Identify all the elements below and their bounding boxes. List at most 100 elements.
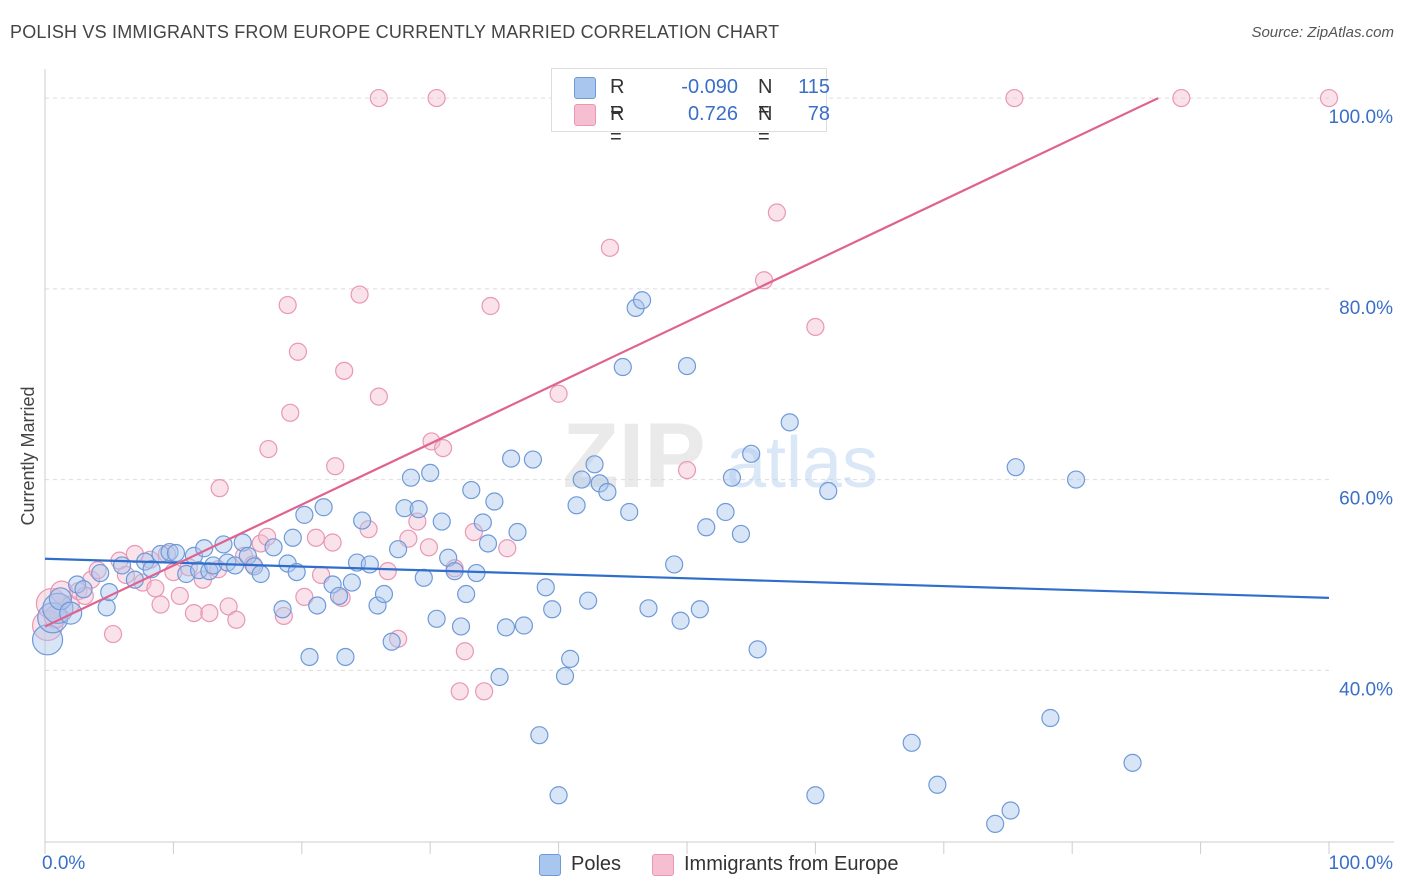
y-tick-label-3: 100.0% bbox=[1329, 107, 1394, 128]
immigrants-point-11 bbox=[116, 565, 135, 585]
poles-point-95 bbox=[722, 468, 742, 487]
y-tick-label-1: 60.0% bbox=[1339, 489, 1393, 510]
poles-point-6 bbox=[74, 580, 93, 599]
immigrants-point-51 bbox=[419, 538, 439, 557]
poles-point-73 bbox=[536, 578, 555, 597]
immigrants-point-19 bbox=[170, 586, 189, 606]
poles-point-93 bbox=[697, 518, 716, 537]
series-immigrants-points bbox=[31, 88, 1339, 701]
poles-point-94 bbox=[716, 502, 735, 522]
r-value: -0.090 bbox=[681, 76, 738, 98]
immigrants-point-44 bbox=[350, 285, 369, 304]
poles-point-31 bbox=[273, 600, 292, 619]
immigrants-point-40 bbox=[323, 533, 342, 552]
immigrants-point-33 bbox=[274, 606, 293, 626]
legend-label: Poles bbox=[571, 853, 622, 875]
poles-point-108 bbox=[1066, 470, 1086, 489]
legend-label: Immigrants from Europe bbox=[684, 853, 899, 875]
n-label: N = bbox=[758, 76, 773, 121]
immigrants-point-58 bbox=[475, 682, 494, 701]
poles-point-75 bbox=[549, 786, 568, 805]
stats-legend: R = -0.090 N = 115 R = 0.726 N = 78 bbox=[551, 68, 830, 148]
immigrants-point-62 bbox=[600, 238, 620, 257]
y-tick-label-2: 80.0% bbox=[1339, 298, 1393, 319]
poles-point-34 bbox=[287, 562, 306, 582]
poles-point-97 bbox=[742, 444, 761, 463]
poles-point-85 bbox=[620, 502, 639, 522]
immigrants-point-27 bbox=[227, 610, 246, 629]
poles-point-50 bbox=[395, 499, 414, 518]
poles-point-59 bbox=[451, 617, 471, 636]
poles-point-61 bbox=[462, 480, 481, 500]
r-label: R = bbox=[610, 76, 625, 121]
poles-point-60 bbox=[457, 584, 476, 604]
series-poles-points bbox=[31, 291, 1142, 833]
immigrants-point-35 bbox=[281, 403, 300, 422]
poles-point-104 bbox=[986, 814, 1005, 833]
source-credit: Source: ZipAtlas.com bbox=[1251, 24, 1394, 41]
immigrants-point-59 bbox=[481, 296, 500, 316]
poles-point-51 bbox=[401, 468, 421, 487]
poles-point-103 bbox=[928, 775, 947, 794]
poles-point-106 bbox=[1006, 458, 1025, 477]
axis-labels: 40.0% 60.0% 80.0% 100.0% 0.0% 100.0% Currently… bbox=[18, 107, 1393, 874]
poles-point-90 bbox=[671, 611, 690, 630]
immigrants-point-63 bbox=[677, 460, 697, 480]
immigrants-point-56 bbox=[455, 642, 474, 661]
poles-point-35 bbox=[295, 505, 314, 524]
immigrants-point-43 bbox=[335, 361, 354, 380]
poles-point-87 bbox=[632, 291, 652, 310]
r-value: 0.726 bbox=[687, 103, 738, 125]
poles-point-86 bbox=[626, 298, 645, 317]
immigrants-point-55 bbox=[450, 682, 469, 701]
immigrants-point-21 bbox=[184, 603, 204, 623]
poles-point-37 bbox=[308, 596, 327, 615]
axes bbox=[44, 69, 1394, 854]
poles-point-102 bbox=[902, 733, 921, 752]
poles-point-98 bbox=[748, 640, 767, 659]
immigrants-point-65 bbox=[767, 203, 786, 222]
poles-point-10 bbox=[112, 556, 132, 575]
immigrants-point-53 bbox=[433, 439, 453, 458]
poles-point-77 bbox=[561, 649, 580, 668]
poles-point-26 bbox=[233, 533, 252, 552]
immigrants-swatch bbox=[652, 854, 674, 876]
immigrants-point-73 bbox=[1319, 88, 1339, 108]
poles-point-80 bbox=[579, 591, 598, 610]
immigrants-point-31 bbox=[258, 527, 277, 546]
poles-point-67 bbox=[496, 618, 516, 637]
poles-point-49 bbox=[389, 540, 408, 559]
immigrants-point-34 bbox=[278, 295, 297, 315]
poles-point-15 bbox=[160, 542, 179, 562]
poles-point-72 bbox=[530, 726, 549, 745]
immigrants-trend-line bbox=[44, 97, 1159, 628]
immigrants-point-41 bbox=[326, 457, 345, 476]
watermark: ZIP atlas bbox=[562, 405, 878, 507]
poles-point-55 bbox=[427, 609, 446, 628]
poles-point-33 bbox=[283, 528, 302, 547]
poles-point-81 bbox=[585, 455, 604, 474]
poles-point-56 bbox=[432, 512, 451, 531]
poles-point-69 bbox=[508, 522, 527, 542]
immigrants-point-26 bbox=[219, 597, 238, 616]
poles-point-54 bbox=[421, 463, 440, 482]
n-label: N = bbox=[758, 103, 773, 148]
immigrants-point-72 bbox=[1172, 88, 1191, 108]
immigrants-point-37 bbox=[295, 587, 314, 606]
poles-trend-line bbox=[44, 557, 1330, 599]
poles-point-63 bbox=[473, 513, 492, 532]
poles-point-84 bbox=[613, 357, 632, 377]
poles-point-101 bbox=[819, 481, 838, 501]
poles-point-83 bbox=[598, 482, 617, 502]
poles-swatch bbox=[574, 77, 596, 99]
poles-point-74 bbox=[543, 600, 562, 619]
x-tick-label-1: 100.0% bbox=[1329, 853, 1394, 874]
poles-point-30 bbox=[264, 538, 283, 557]
poles-point-109 bbox=[1123, 753, 1142, 772]
poles-point-78 bbox=[567, 496, 586, 515]
grid bbox=[45, 97, 1329, 671]
immigrants-point-32 bbox=[259, 439, 278, 459]
poles-point-71 bbox=[523, 450, 543, 469]
poles-point-7 bbox=[91, 563, 110, 583]
